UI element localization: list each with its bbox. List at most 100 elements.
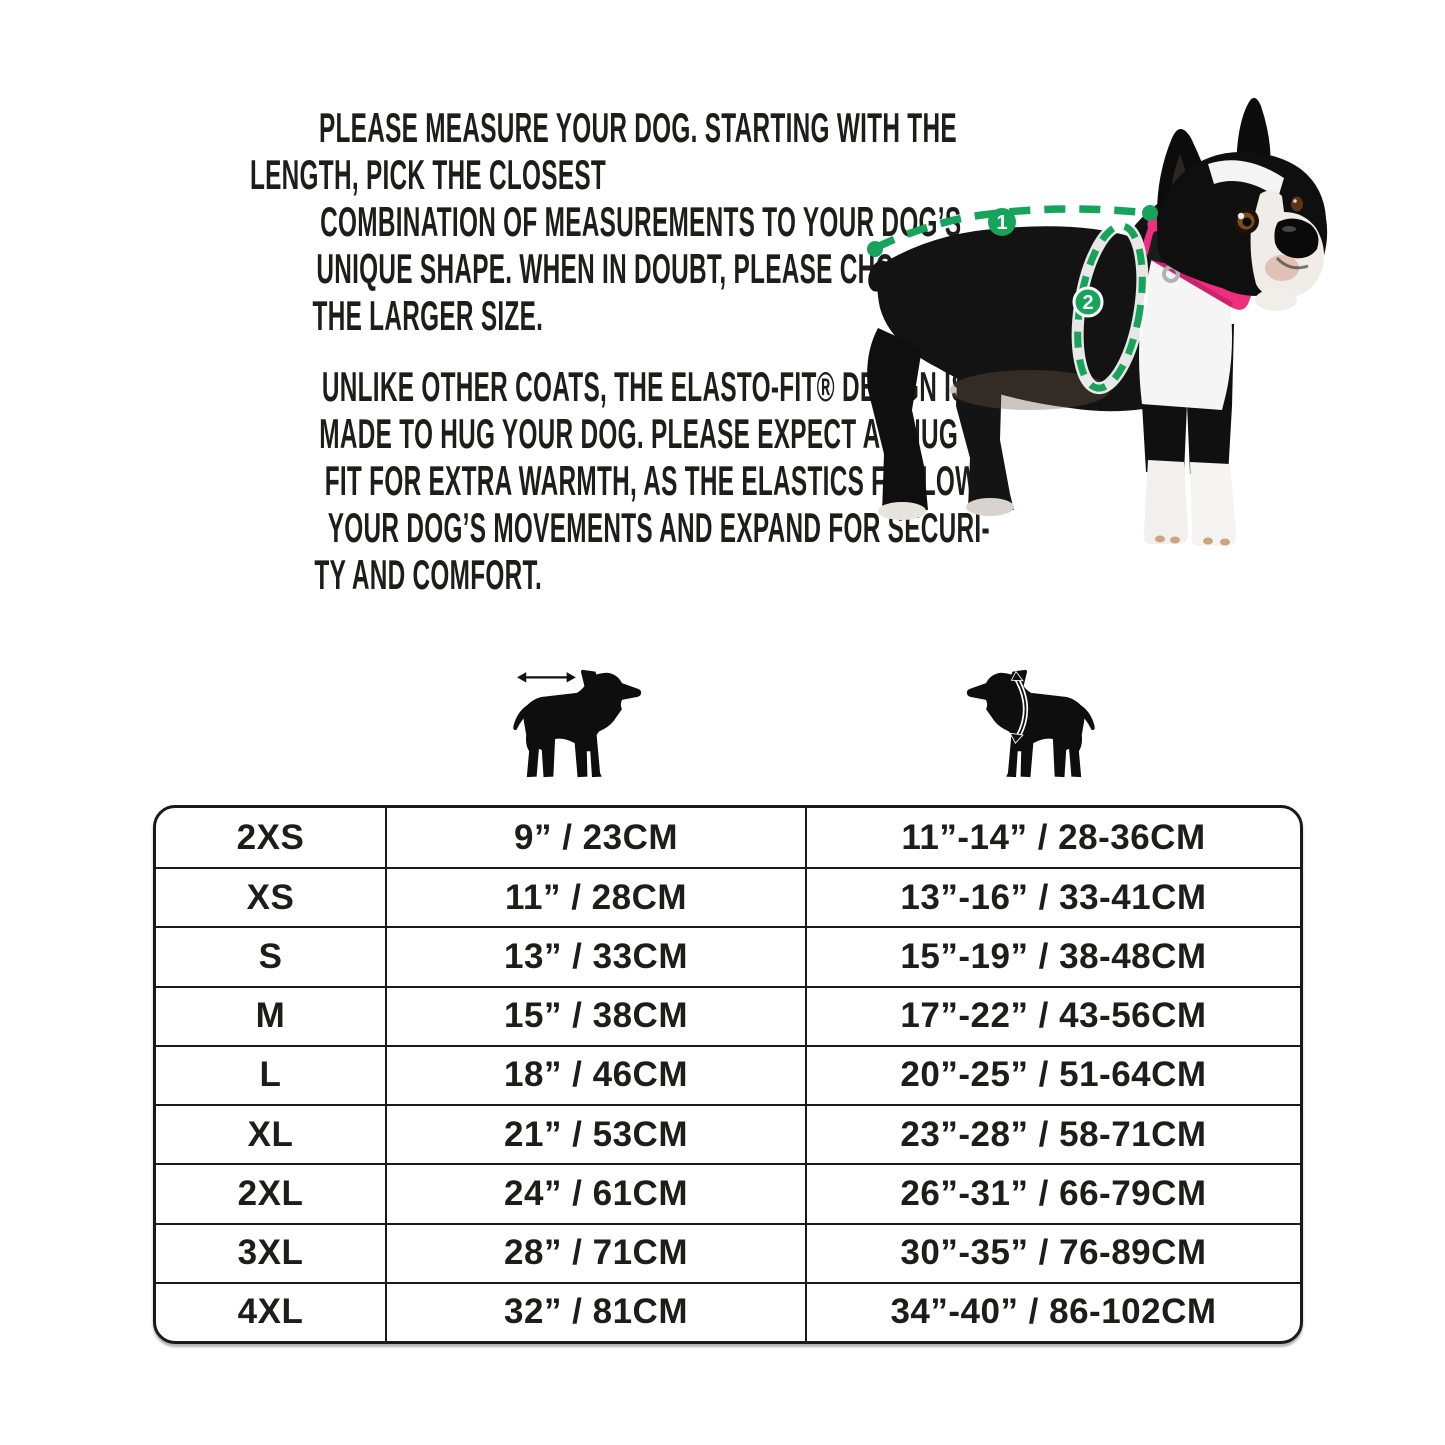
dog-claw — [1170, 536, 1180, 544]
length-value: 28” / 71CM — [504, 1233, 688, 1273]
marker-2-badge — [1072, 286, 1104, 318]
intro-text: COMBINATION OF MEASUREMENTS TO YOUR DOG’… — [320, 198, 962, 245]
intro-line: PLEASE MEASURE YOUR DOG. STARTING WITH T… — [88, 104, 957, 151]
girth-value: 13”-16” / 33-41CM — [900, 877, 1207, 917]
length-cell: 15” / 38CM — [385, 987, 805, 1045]
intro-line: FIT FOR EXTRA WARMTH, AS THE ELASTICS FO… — [88, 457, 978, 504]
size-cell: S — [156, 928, 385, 985]
dog-head — [1156, 97, 1328, 311]
intro-text: THE LARGER SIZE. — [312, 292, 544, 339]
length-cell: 21” / 53CM — [385, 1106, 805, 1164]
length-value: 32” / 81CM — [504, 1292, 688, 1332]
table-row: XS 11” / 28CM 13”-16” / 33-41CM — [156, 867, 1300, 927]
intro-text: UNIQUE SHAPE. WHEN IN DOUBT, PLEASE CHOO… — [316, 245, 948, 292]
length-cell: 32” / 81CM — [385, 1283, 805, 1341]
girth-value: 20”-25” / 51-64CM — [900, 1055, 1207, 1095]
dog-white-head-band — [1208, 160, 1284, 198]
length-arrow — [517, 672, 576, 683]
dog-length-icon — [513, 669, 642, 778]
size-label: 2XL — [237, 1173, 304, 1213]
intro-text: FIT FOR EXTRA WARMTH, AS THE ELASTICS FO… — [324, 457, 979, 504]
length-value: 18” / 46CM — [504, 1055, 688, 1095]
girth-value: 30”-35” / 76-89CM — [900, 1233, 1207, 1273]
dog-far-rear-leg — [956, 358, 1014, 510]
intro-text: MADE TO HUG YOUR DOG. PLEASE EXPECT A SN… — [319, 410, 959, 457]
dog-girth-icon — [966, 669, 1095, 778]
girth-cell: 34”-40” / 86-102CM — [805, 1283, 1300, 1341]
girth-value: 17”-22” / 43-56CM — [900, 996, 1207, 1036]
size-cell: M — [156, 988, 385, 1045]
girth-cell: 20”-25” / 51-64CM — [805, 1046, 1300, 1105]
dog-near-eye-glint — [1237, 212, 1245, 220]
girth-cell: 23”-28” / 58-71CM — [805, 1106, 1300, 1164]
size-label: L — [259, 1055, 282, 1095]
length-value: 13” / 33CM — [504, 937, 688, 977]
length-value: 24” / 61CM — [504, 1173, 688, 1213]
dog-claw — [1203, 537, 1213, 545]
intro-line: THE LARGER SIZE. — [88, 292, 768, 339]
intro-paragraph-1: PLEASE MEASURE YOUR DOG. STARTING WITH T… — [88, 104, 961, 339]
intro-line: COMBINATION OF MEASUREMENTS TO YOUR DOG’… — [88, 198, 961, 245]
size-cell: L — [156, 1047, 385, 1104]
length-line-end-dot — [1142, 205, 1158, 221]
dog-photo-measure-diagram: 1 2 — [867, 97, 1328, 546]
girth-cell: 11”-14” / 28-36CM — [805, 808, 1300, 868]
intro-line: MADE TO HUG YOUR DOG. PLEASE EXPECT A SN… — [88, 410, 958, 457]
marker-1-label: 1 — [996, 212, 1007, 234]
dog-muzzle-skin — [1265, 255, 1299, 281]
dog-front-paw-left — [1143, 460, 1189, 544]
table-row: L 18” / 46CM 20”-25” / 51-64CM — [156, 1044, 1300, 1105]
girth-cell: 30”-35” / 76-89CM — [805, 1224, 1300, 1282]
intro-line: UNIQUE SHAPE. WHEN IN DOUBT, PLEASE CHOO… — [88, 245, 946, 292]
table-row: 2XL 24” / 61CM 26”-31” / 66-79CM — [156, 1163, 1300, 1223]
size-cell: 2XS — [156, 808, 385, 867]
girth-value: 15”-19” / 38-48CM — [900, 937, 1207, 977]
dog-belly-shading — [950, 370, 1110, 410]
girth-value: 26”-31” / 66-79CM — [900, 1173, 1207, 1213]
intro-line: TY AND COMFORT. — [88, 551, 768, 598]
size-label: XS — [246, 877, 295, 917]
size-chart-table: 2XS 9” / 23CM 11”-14” / 28-36CM XS 11” /… — [153, 805, 1303, 1344]
table-row: S 13” / 33CM 15”-19” / 38-48CM — [156, 926, 1300, 986]
dog-body — [877, 226, 1177, 412]
dog-mouth — [1275, 256, 1309, 270]
intro-text: TY AND COMFORT. — [314, 551, 542, 598]
intro-line: LENGTH, PICK THE CLOSEST — [88, 151, 768, 198]
length-cell: 13” / 33CM — [385, 928, 805, 986]
size-cell: 3XL — [156, 1225, 385, 1282]
intro-paragraph-2: UNLIKE OTHER COATS, THE ELASTO-FIT® DESI… — [88, 363, 989, 598]
size-label: 2XS — [236, 817, 305, 857]
girth-value: 11”-14” / 28-36CM — [901, 817, 1206, 857]
size-label: XL — [247, 1114, 294, 1154]
table-row: M 15” / 38CM 17”-22” / 43-56CM — [156, 985, 1300, 1045]
size-cell: 4XL — [156, 1284, 385, 1341]
length-cell: 11” / 28CM — [385, 869, 805, 927]
table-row: 3XL 28” / 71CM 30”-35” / 76-89CM — [156, 1222, 1300, 1282]
length-dashed-line — [873, 205, 1149, 252]
girth-value: 23”-28” / 58-71CM — [900, 1114, 1207, 1154]
dog-chin — [1255, 289, 1297, 311]
size-cell: XL — [156, 1106, 385, 1163]
dog-far-eye — [1291, 196, 1303, 212]
girth-cell: 13”-16” / 33-41CM — [805, 869, 1300, 927]
dog-near-eye-pupil — [1242, 217, 1252, 227]
dog-claw — [1155, 535, 1165, 543]
length-value: 21” / 53CM — [504, 1114, 688, 1154]
dog-far-rear-paw — [966, 498, 1014, 516]
dog-claw — [1220, 538, 1230, 546]
girth-cell: 17”-22” / 43-56CM — [805, 987, 1300, 1045]
size-label: M — [255, 996, 286, 1036]
table-row: XL 21” / 53CM 23”-28” / 58-71CM — [156, 1104, 1300, 1164]
length-cell: 24” / 61CM — [385, 1165, 805, 1223]
intro-text: LENGTH, PICK THE CLOSEST — [249, 151, 607, 198]
table-row: 4XL 32” / 81CM 34”-40” / 86-102CM — [156, 1281, 1300, 1341]
length-value: 11” / 28CM — [504, 877, 688, 917]
size-cell: 2XL — [156, 1165, 385, 1222]
length-cell: 9” / 23CM — [385, 808, 805, 868]
size-label: S — [258, 937, 283, 977]
girth-cell: 26”-31” / 66-79CM — [805, 1165, 1300, 1223]
table-row: 2XS 9” / 23CM 11”-14” / 28-36CM — [156, 808, 1300, 868]
marker-2-label: 2 — [1082, 292, 1093, 314]
girth-value: 34”-40” / 86-102CM — [890, 1292, 1217, 1332]
